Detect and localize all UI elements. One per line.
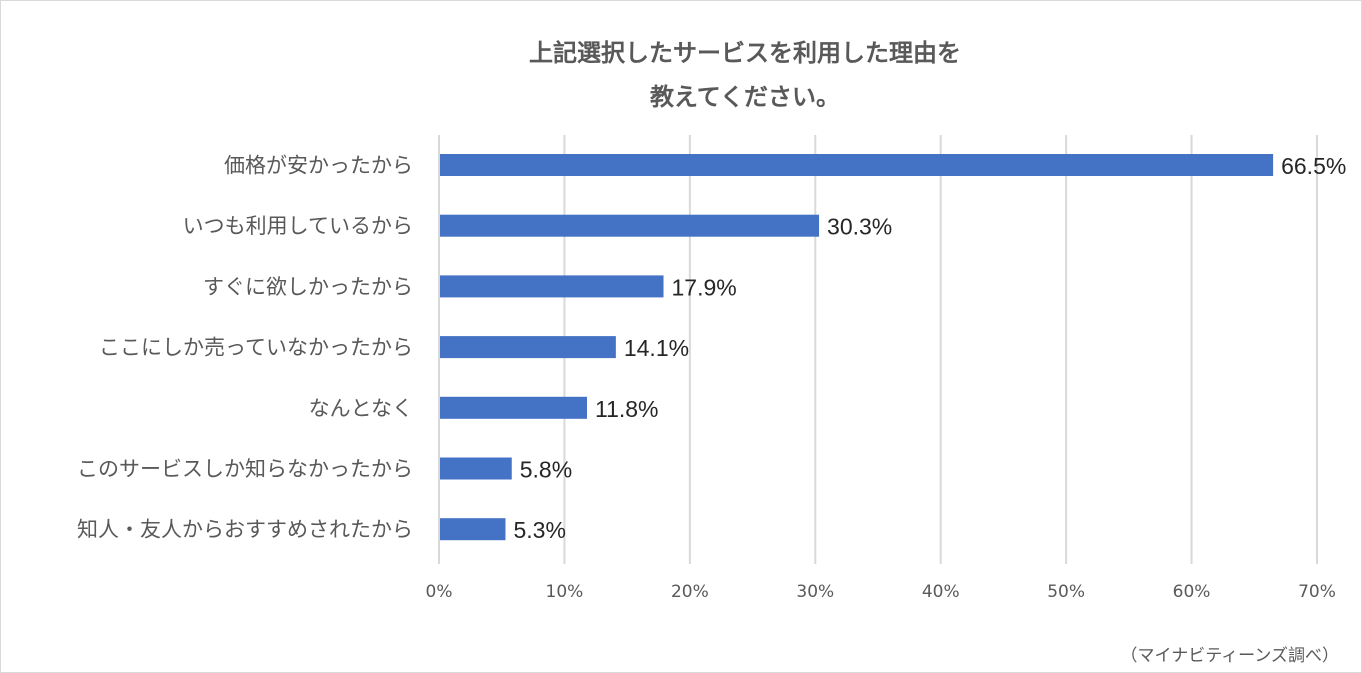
x-tick-label: 30%: [796, 582, 834, 602]
category-label: このサービスしか知らなかったから: [77, 457, 413, 481]
bar: [440, 214, 820, 237]
x-tick-label: 40%: [922, 582, 960, 602]
chart-title-line-1: 上記選択したサービスを利用した理由を: [529, 39, 961, 67]
category-label: すぐに欲しかったから: [203, 275, 413, 299]
data-label: 17.9%: [672, 274, 737, 300]
data-label: 11.8%: [595, 396, 659, 422]
x-tick-label: 70%: [1298, 582, 1336, 602]
x-tick-label: 20%: [671, 582, 709, 602]
chart-title: 上記選択したサービスを利用した理由を 教えてください。: [529, 39, 961, 111]
x-tick-label: 0%: [426, 582, 453, 602]
data-labels: 66.5% 30.3% 17.9% 14.1% 11.8% 5.8% 5.3%: [513, 153, 1346, 543]
x-tick-label: 10%: [546, 582, 584, 602]
data-label: 14.1%: [624, 335, 689, 361]
source-note: （マイナビティーンズ調べ）: [1121, 646, 1339, 666]
x-tick-label: 50%: [1047, 582, 1085, 602]
x-axis-tick-labels: 0% 10% 20% 30% 40% 50% 60% 70%: [426, 582, 1336, 602]
bar: [440, 457, 512, 480]
data-label: 5.3%: [513, 517, 565, 543]
data-label: 30.3%: [827, 214, 892, 240]
category-label: 価格が安かったから: [224, 154, 413, 178]
category-label: 知人・友人からおすすめされたから: [77, 518, 413, 542]
data-label: 5.8%: [520, 457, 572, 483]
bar: [440, 518, 506, 541]
bar: [440, 396, 588, 419]
data-label: 66.5%: [1281, 153, 1346, 179]
bar: [440, 154, 1274, 176]
x-tick-label: 60%: [1173, 582, 1211, 602]
category-label: なんとなく: [309, 396, 413, 420]
bars: [440, 154, 1274, 541]
bar: [440, 336, 616, 359]
chart-title-line-2: 教えてください。: [650, 83, 840, 111]
gridlines: [438, 135, 1318, 564]
bar: [440, 275, 664, 298]
category-labels: 価格が安かったからいつも利用しているからすぐに欲しかったからここにしか売っていな…: [77, 154, 413, 542]
category-label: ここにしか売っていなかったから: [99, 336, 413, 360]
category-label: いつも利用しているから: [183, 214, 413, 238]
